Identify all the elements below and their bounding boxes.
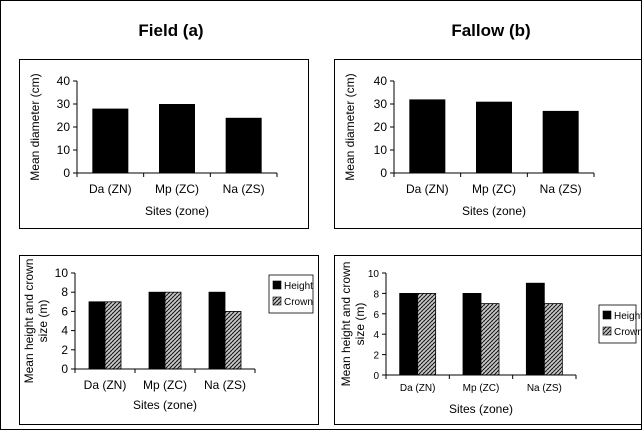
x-tick-label: Na (ZS) [204,378,246,392]
x-tick-label: Da (ZN) [400,383,436,394]
y-axis-title-line1: Mean height and crown [339,262,353,387]
height-bar [88,301,106,370]
bar [159,104,195,173]
field-title: Field (a) [138,21,204,40]
height-bar [148,291,166,370]
legend-swatch-height [602,310,612,320]
y-tick-label: 30 [57,97,71,111]
y-tick-label: 6 [61,304,68,318]
y-tick-label: 10 [57,143,71,157]
crown-bar [543,303,563,376]
field-height-crown-chart: 0 2 4 6 8 10 Da (ZN) Mp (ZC) Na (ZS) Sites (zone)… [19,255,319,425]
height-bar [208,291,226,370]
x-tick-label: Na (ZS) [223,182,265,196]
y-axis-title-line1: Mean height and crown [22,259,36,384]
bar [476,101,512,173]
x-tick-label: Da (ZN) [89,182,132,196]
y-tick-label: 4 [61,324,68,338]
y-tick-label: 8 [373,289,379,300]
y-axis-title: Mean diameter (cm) [343,73,357,180]
bar [409,99,446,173]
x-tick-label: Mp (ZC) [143,378,187,392]
y-tick-label: 2 [61,343,68,357]
field-diameter-chart: 0 10 20 30 40 Da (ZN) Mp (ZC) Na (ZS) Sites (zon… [19,59,309,229]
y-tick-label: 0 [373,371,379,382]
x-tick-label: Da (ZN) [84,378,127,392]
y-tick-label: 0 [61,362,68,376]
y-tick-label: 30 [374,97,388,111]
y-axis-title-line2: size (m) [36,300,50,343]
y-tick-label: 4 [373,330,379,341]
y-axis-title: Mean diameter (cm) [28,73,42,180]
x-tick-label: Da (ZN) [406,182,449,196]
height-bar [399,293,419,376]
y-tick-label: 10 [368,269,380,280]
x-tick-label: Mp (ZC) [155,182,199,196]
y-tick-label: 40 [374,74,388,88]
bar [92,108,129,173]
x-tick-label: Na (ZS) [527,383,562,394]
y-tick-label: 10 [55,266,69,280]
y-tick-label: 8 [61,285,68,299]
legend-swatch-crown [602,326,612,336]
y-axis-title-group: Mean height and crownsize (m) [22,259,50,384]
y-tick-label: 10 [374,143,388,157]
bar [225,117,262,173]
y-axis-title: Mean height and crownsize (m) [339,262,367,387]
crown-bar [104,301,122,370]
y-axis-title-group: Mean height and crownsize (m) [339,262,367,387]
legend-label-crown: Crown [614,327,642,338]
fallow-height-crown-chart: 0 2 4 6 8 10 Da (ZN) Mp (ZC) Na (ZS) Sites (zone)… [334,255,642,425]
y-tick-label: 0 [380,166,387,180]
legend-swatch-height [272,280,282,290]
fallow-diameter-chart: 0 10 20 30 40 Da (ZN) Mp (ZC) Na (ZS) Sites (zon… [334,59,642,229]
y-axis-title: Mean height and crownsize (m) [22,259,50,384]
height-bar [462,293,482,376]
legend-label-height: Height [614,311,642,322]
crown-bar [480,303,500,376]
y-axis-title-line2: size (m) [353,303,367,346]
y-tick-label: 2 [373,351,379,362]
legend-label-height: Height [284,281,313,292]
x-axis-title: Sites (zone) [145,204,209,218]
legend-label-crown: Crown [284,297,313,308]
height-bar [525,282,545,376]
y-tick-label: 6 [373,310,379,321]
x-tick-label: Na (ZS) [540,182,582,196]
fallow-title: Fallow (b) [451,21,531,40]
bar [542,110,579,173]
x-axis-title: Sites (zone) [449,402,513,416]
x-axis-title: Sites (zone) [462,204,526,218]
x-tick-label: Mp (ZC) [472,182,516,196]
legend-swatch-crown [272,296,282,306]
y-tick-label: 20 [57,120,71,134]
x-tick-label: Mp (ZC) [463,383,500,394]
y-tick-label: 40 [57,74,71,88]
y-tick-label: 20 [374,120,388,134]
crown-bar [417,293,437,376]
crown-bar [164,291,182,370]
x-axis-title: Sites (zone) [133,398,197,412]
crown-bar [224,311,242,370]
y-tick-label: 0 [63,166,70,180]
